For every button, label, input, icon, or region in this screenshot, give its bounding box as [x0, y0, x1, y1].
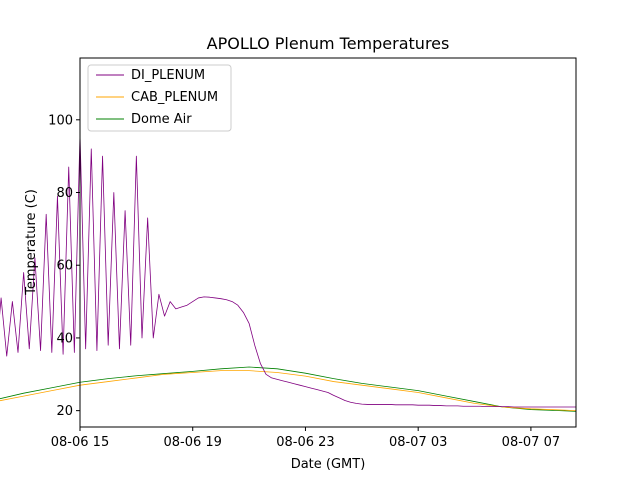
legend-item-cab-plenum: CAB_PLENUM: [96, 90, 218, 105]
x-axis-label: Date (GMT): [291, 457, 366, 472]
legend-item-di-plenum: DI_PLENUM: [96, 68, 205, 83]
series-line-cab-plenum: [0, 370, 577, 412]
y-axis-label: Temperature (C): [24, 189, 39, 296]
x-tick-label: 08-07 07: [502, 435, 560, 450]
legend-label-cab-plenum: CAB_PLENUM: [131, 90, 218, 105]
legend-box: [87, 64, 232, 132]
x-tick-label: 08-06 23: [276, 435, 334, 450]
x-tick-label: 08-07 03: [389, 435, 447, 450]
series-line-dome-air: [0, 366, 577, 412]
legend: DI_PLENUM CAB_PLENUM Dome Air: [87, 64, 232, 132]
chart-title: APOLLO Plenum Temperatures: [207, 34, 450, 53]
y-tick-label: 80: [56, 186, 73, 201]
plot-area: [0, 57, 577, 428]
y-axis: 20 40 60 80 100: [48, 113, 80, 419]
legend-label-di-plenum: DI_PLENUM: [131, 68, 205, 83]
series-layer: [0, 133, 577, 412]
legend-item-dome-air: Dome Air: [96, 112, 192, 127]
y-tick-label: 100: [48, 113, 73, 128]
y-tick-label: 60: [56, 259, 73, 274]
plot-border: [79, 57, 577, 428]
y-tick-label: 40: [56, 331, 73, 346]
series-line-di-plenum: [0, 133, 576, 408]
y-tick-label: 20: [56, 404, 73, 419]
x-axis: 08-06 15 08-06 19 08-06 23 08-07 03 08-07 07: [51, 427, 560, 450]
x-tick-label: 08-06 19: [164, 435, 222, 450]
x-tick-label: 08-06 15: [51, 435, 109, 450]
legend-label-dome-air: Dome Air: [131, 112, 192, 127]
